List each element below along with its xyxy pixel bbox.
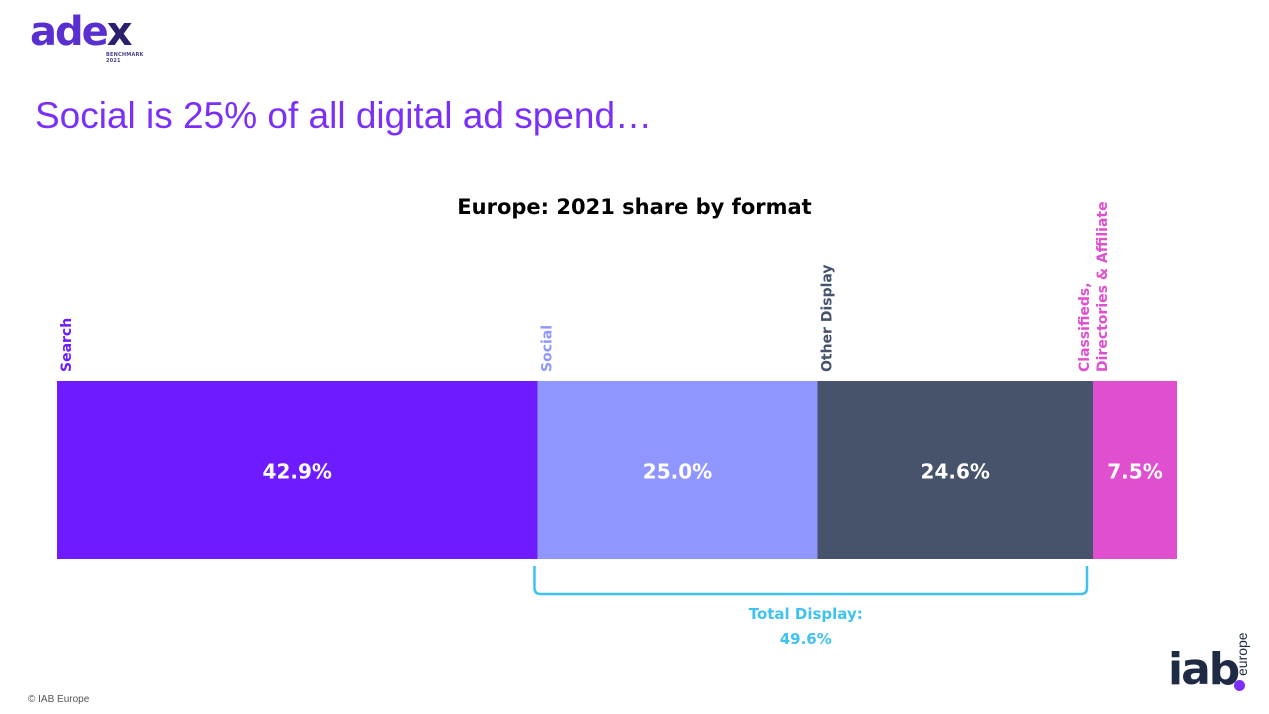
chart-title: Europe: 2021 share by format — [457, 195, 812, 219]
iab-europe-logo: iab europe — [1168, 618, 1258, 700]
category-label-0: Search — [59, 318, 75, 372]
bar-segment-0 — [57, 381, 538, 559]
bar-segment-1 — [537, 381, 818, 559]
adex-logo-subtext: BENCHMARK 2021 — [106, 52, 144, 64]
page-title: Social is 25% of all digital ad spend… — [35, 95, 653, 136]
data-label-1: 25.0% — [643, 460, 712, 484]
adex-logo-ade: ade — [30, 9, 109, 55]
footer-copyright: © IAB Europe — [28, 694, 90, 705]
adex-logo: adex BENCHMARK 2021 — [30, 9, 160, 64]
bracket-annotation-line-0: Total Display: — [749, 605, 863, 623]
total-display-bracket — [533, 566, 1089, 596]
category-label-3: Classifieds, Directories & Affiliate — [1077, 201, 1111, 372]
bar-segment-2 — [817, 381, 1093, 559]
data-label-2: 24.6% — [921, 460, 990, 484]
category-label-1: Social — [539, 325, 555, 372]
iab-logo-subtext: europe — [1234, 632, 1250, 676]
adex-logo-text: adex — [30, 8, 133, 56]
adex-logo-x: x — [106, 9, 133, 55]
category-label-2: Other Display — [819, 264, 835, 372]
data-label-3: 7.5% — [1107, 460, 1162, 484]
iab-logo-dot — [1234, 680, 1245, 691]
bracket-annotation-line-1: 49.6% — [780, 630, 832, 648]
bar-segment-3 — [1093, 381, 1177, 559]
iab-logo-text: iab — [1168, 644, 1240, 695]
data-label-0: 42.9% — [263, 460, 332, 484]
